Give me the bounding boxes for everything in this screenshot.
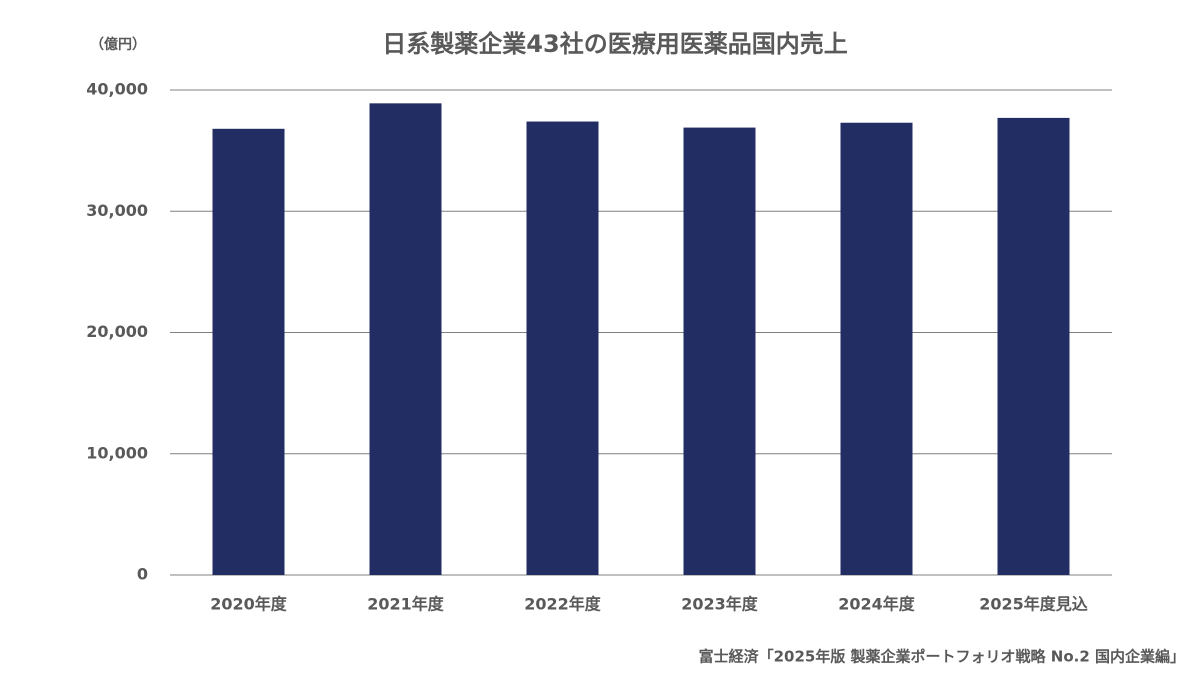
bar: [997, 117, 1070, 575]
bar: [840, 122, 913, 576]
y-tick-label: 10,000: [86, 443, 148, 462]
x-tick-label: 2022年度: [524, 595, 602, 614]
chart-title: 日系製薬企業43社の医療用医薬品国内売上: [382, 30, 847, 58]
bar: [369, 103, 442, 576]
bar: [526, 121, 599, 576]
y-tick-label: 30,000: [86, 201, 148, 220]
y-tick-label: 20,000: [86, 322, 148, 341]
x-tick-label: 2025年度見込: [979, 595, 1088, 614]
y-tick-label: 0: [137, 565, 148, 584]
source: 富士経済「2025年版 製薬企業ポートフォリオ戦略 No.2 国内企業編」: [699, 648, 1185, 666]
x-tick-label: 2021年度: [367, 595, 445, 614]
x-tick-label: 2024年度: [838, 595, 916, 614]
bar: [212, 128, 285, 576]
x-tick-label: 2020年度: [210, 595, 288, 614]
x-tick-label: 2023年度: [681, 595, 759, 614]
bar: [683, 127, 756, 576]
y-tick-label: 40,000: [86, 80, 148, 99]
y-unit: （億円）: [90, 36, 146, 53]
